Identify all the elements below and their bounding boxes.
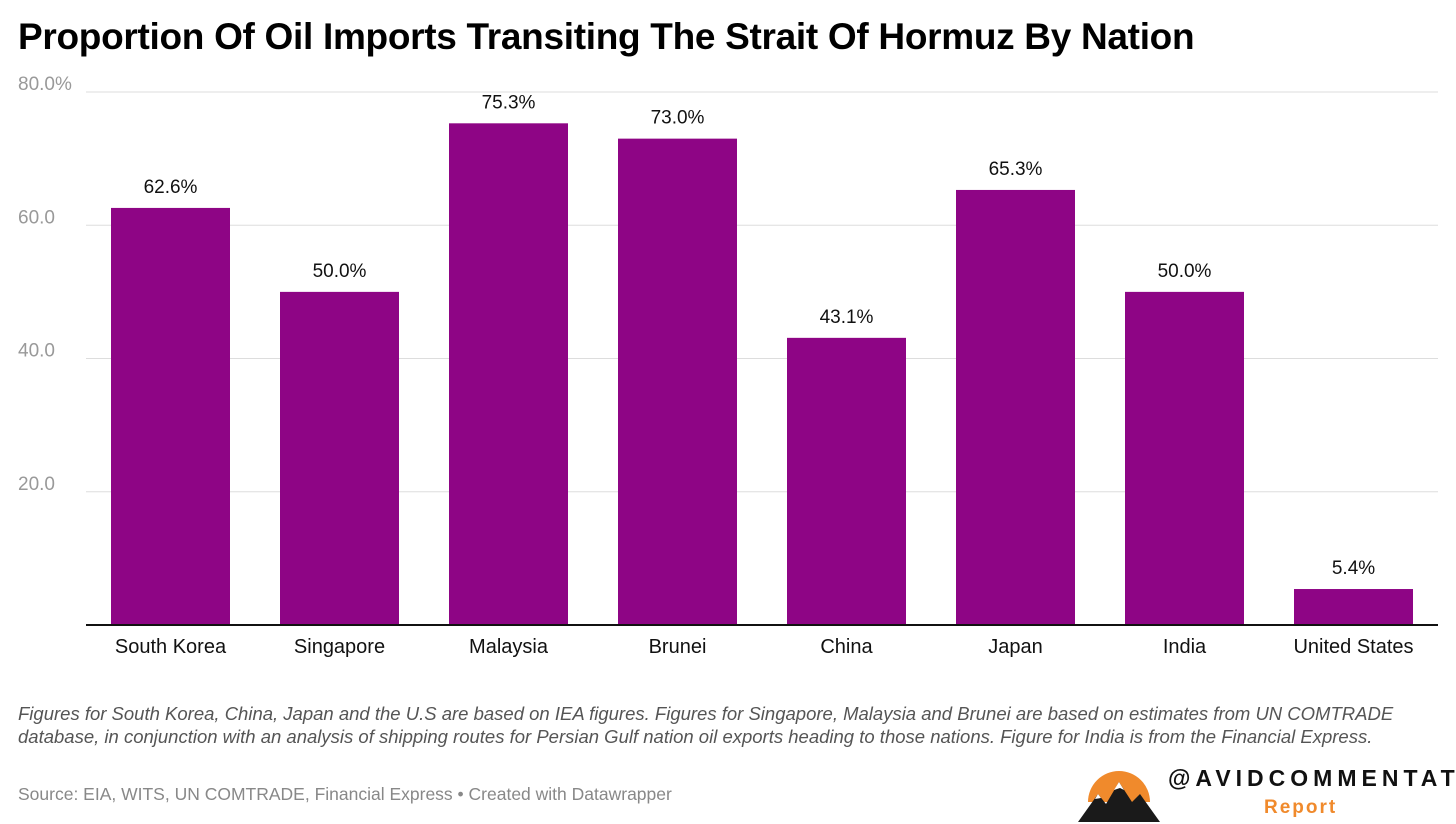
value-labels: 62.6% 50.0% 75.3% 73.0% 43.1% 65.3% 50.0% 5.4% [144, 92, 1376, 579]
bar [449, 123, 568, 625]
bar-value-label: 62.6% [144, 177, 198, 198]
mountain-sun-logo-icon [1078, 771, 1160, 822]
bar-value-label: 5.4% [1332, 558, 1375, 579]
bar-value-label: 50.0% [313, 261, 367, 282]
bar [1125, 291, 1244, 625]
brand-subtitle: Report [1264, 797, 1338, 818]
y-axis-ticks: 20.0 40.0 60.0 80.0% [18, 74, 72, 495]
bar-value-label: 43.1% [820, 307, 874, 328]
bars [111, 123, 1413, 626]
x-tick-label: Brunei [649, 636, 707, 658]
source-line: Source: EIA, WITS, UN COMTRADE, Financia… [18, 784, 672, 804]
x-tick-label: China [820, 636, 873, 658]
bar [618, 138, 737, 625]
y-tick-label: 40.0 [18, 341, 55, 362]
bar [1294, 589, 1413, 625]
y-tick-label: 60.0 [18, 207, 55, 228]
brand-handle: @AVIDCOMMENTATOR [1168, 765, 1456, 791]
bar-value-label: 73.0% [651, 108, 705, 129]
y-tick-label: 20.0 [18, 474, 55, 495]
x-tick-label: India [1163, 636, 1207, 658]
chart-title: Proportion Of Oil Imports Transiting The… [18, 16, 1195, 57]
bar-chart: 20.0 40.0 60.0 80.0% 62.6% 50.0% 75.3% 73.0% 43… [18, 74, 1438, 658]
bar [956, 189, 1075, 625]
bar-value-label: 50.0% [1158, 261, 1212, 282]
bar-value-label: 65.3% [989, 159, 1043, 180]
bar-value-label: 75.3% [482, 92, 536, 113]
x-axis-labels: South Korea Singapore Malaysia Brunei China J… [115, 636, 1414, 658]
x-tick-label: Malaysia [469, 636, 549, 658]
x-tick-label: South Korea [115, 636, 227, 658]
y-tick-label: 80.0% [18, 74, 72, 95]
x-tick-label: Japan [988, 636, 1043, 658]
bar [787, 337, 906, 625]
x-tick-label: Singapore [294, 636, 385, 658]
x-tick-label: United States [1293, 636, 1413, 658]
chart-footnote: Figures for South Korea, China, Japan an… [18, 703, 1394, 747]
bar [280, 291, 399, 625]
bar [111, 207, 230, 626]
